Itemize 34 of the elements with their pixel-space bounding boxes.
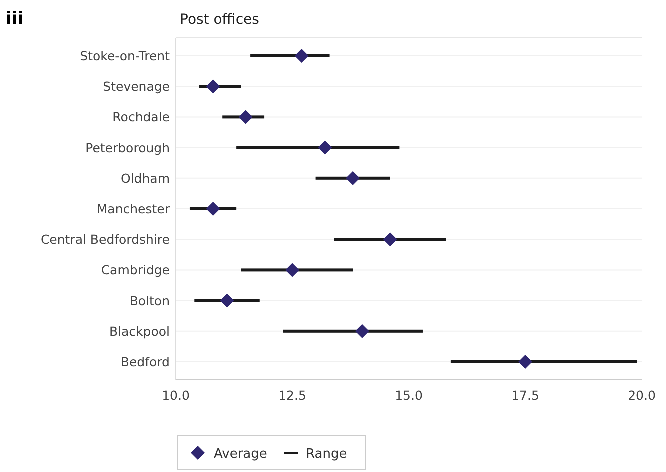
text: iii — [6, 9, 24, 29]
x-tick-label: 12.5 — [278, 388, 306, 403]
point — [220, 294, 234, 308]
bar — [283, 330, 423, 333]
bar — [236, 146, 400, 150]
legend-label: Range — [306, 447, 348, 462]
point — [355, 324, 370, 338]
bar — [450, 360, 638, 364]
y-tick-label: Stevenage — [103, 79, 170, 94]
y-tick-label: Oldham — [120, 170, 170, 186]
point — [294, 49, 309, 63]
x-tick-label: 17.5 — [512, 388, 540, 403]
x-tick-label: 20.0 — [628, 388, 656, 403]
y-tick-label: Central Bedfordshire — [40, 232, 170, 248]
point — [318, 140, 332, 155]
point — [383, 232, 398, 247]
y-tick-label: Rochdale — [112, 110, 170, 125]
point — [286, 263, 300, 278]
y-tick-label: Blackpool — [109, 324, 170, 339]
x-tick-label: 10.0 — [162, 388, 190, 403]
y-tick-label: Peterborough — [86, 140, 170, 156]
chart-title: Post offices — [180, 12, 260, 28]
point — [518, 355, 532, 369]
point — [206, 80, 220, 94]
y-tick-label: Manchester — [96, 202, 171, 216]
point — [238, 110, 253, 124]
legend-label: Average — [214, 447, 268, 462]
point — [206, 202, 220, 216]
y-tick-label: Cambridge — [101, 262, 170, 278]
x-tick-label: 15.0 — [395, 388, 423, 403]
y-tick-label: Stoke-on-Trent — [80, 48, 170, 64]
point — [346, 171, 360, 186]
y-tick-label: Bolton — [130, 293, 170, 308]
y-tick-label: Bedford — [120, 354, 170, 370]
